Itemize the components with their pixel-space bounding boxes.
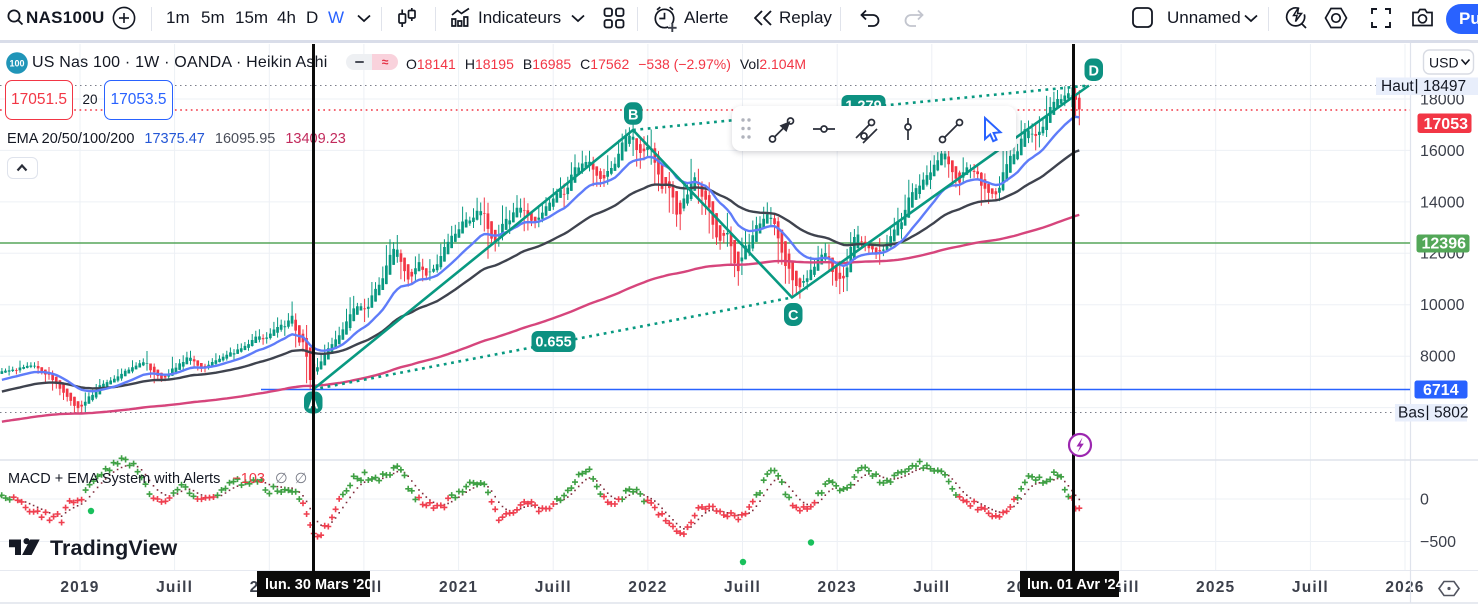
svg-text:14000: 14000	[1420, 194, 1465, 211]
svg-text:17053: 17053	[1424, 116, 1469, 133]
svg-text:Juill: Juill	[724, 579, 761, 596]
svg-text:2022: 2022	[628, 579, 667, 596]
svg-text:10000: 10000	[1420, 297, 1465, 314]
svg-text:2025: 2025	[1196, 579, 1235, 596]
svg-text:18497: 18497	[1423, 78, 1466, 95]
svg-text:18000: 18000	[1420, 92, 1465, 109]
svg-text:100: 100	[9, 59, 24, 69]
svg-text:16000: 16000	[1420, 143, 1465, 160]
svg-text:lun. 01 Avr '24: lun. 01 Avr '24	[1027, 577, 1124, 593]
svg-text:2021: 2021	[439, 579, 478, 596]
svg-text:12396: 12396	[1422, 236, 1467, 253]
svg-text:USD: USD	[1429, 55, 1459, 71]
svg-text:C: C	[788, 308, 799, 324]
svg-text:2019: 2019	[60, 579, 99, 596]
svg-text:TradingView: TradingView	[50, 536, 178, 560]
svg-text:Juill: Juill	[535, 579, 572, 596]
svg-text:6714: 6714	[1423, 382, 1459, 399]
svg-text:Bas: Bas	[1398, 405, 1425, 422]
svg-text:Haut: Haut	[1381, 78, 1414, 95]
svg-text:−500: −500	[1420, 534, 1456, 551]
svg-text:0.655: 0.655	[535, 335, 571, 351]
svg-text:5802: 5802	[1434, 405, 1468, 422]
svg-text:8000: 8000	[1420, 349, 1456, 366]
svg-text:0: 0	[1420, 492, 1429, 509]
svg-text:2023: 2023	[818, 579, 857, 596]
svg-text:D: D	[1088, 64, 1098, 80]
svg-text:B: B	[628, 108, 638, 124]
svg-text:lun. 30 Mars '20: lun. 30 Mars '20	[265, 577, 372, 593]
svg-text:Juill: Juill	[1292, 579, 1329, 596]
svg-text:2026: 2026	[1385, 579, 1424, 596]
svg-text:Juill: Juill	[156, 579, 193, 596]
svg-text:Juill: Juill	[913, 579, 950, 596]
